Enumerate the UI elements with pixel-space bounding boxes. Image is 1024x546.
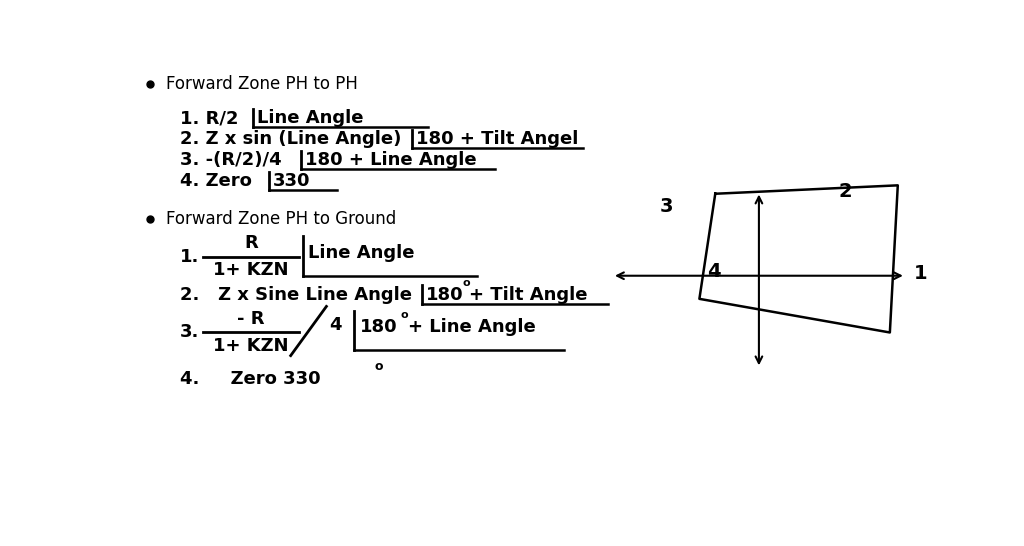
Text: R: R (244, 234, 258, 252)
Text: Line Angle: Line Angle (308, 244, 415, 262)
Text: 2.   Z x Sine Line Angle: 2. Z x Sine Line Angle (179, 286, 412, 304)
Text: o: o (463, 278, 470, 288)
Text: 1+ KZN: 1+ KZN (213, 262, 289, 279)
Text: o: o (374, 360, 383, 373)
Text: 4.     Zero 330: 4. Zero 330 (179, 370, 321, 388)
Text: 3.: 3. (179, 323, 199, 341)
Text: Forward Zone PH to PH: Forward Zone PH to PH (166, 75, 358, 93)
Text: o: o (401, 310, 409, 320)
Text: 180 + Tilt Angel: 180 + Tilt Angel (416, 130, 579, 148)
Text: 3: 3 (659, 197, 673, 216)
Text: 2: 2 (839, 182, 852, 201)
Text: 1. R/2: 1. R/2 (179, 109, 239, 127)
Text: 4. Zero: 4. Zero (179, 172, 252, 190)
Text: 1.: 1. (179, 248, 199, 266)
Text: - R: - R (238, 310, 265, 328)
Text: Line Angle: Line Angle (257, 109, 364, 127)
Text: 3. -(R/2)/4: 3. -(R/2)/4 (179, 151, 282, 169)
Text: 1+ KZN: 1+ KZN (213, 337, 289, 355)
Text: + Line Angle: + Line Angle (409, 318, 536, 336)
Text: Forward Zone PH to Ground: Forward Zone PH to Ground (166, 210, 396, 228)
Text: 4: 4 (329, 316, 341, 334)
Text: 180 + Line Angle: 180 + Line Angle (305, 151, 476, 169)
Text: 4: 4 (708, 262, 721, 281)
Text: 180: 180 (359, 318, 397, 336)
Text: + Tilt Angle: + Tilt Angle (469, 286, 588, 304)
Text: 2. Z x sin (Line Angle): 2. Z x sin (Line Angle) (179, 130, 401, 148)
Text: 330: 330 (273, 172, 310, 190)
Text: 180: 180 (426, 286, 463, 304)
Text: 1: 1 (913, 264, 928, 283)
